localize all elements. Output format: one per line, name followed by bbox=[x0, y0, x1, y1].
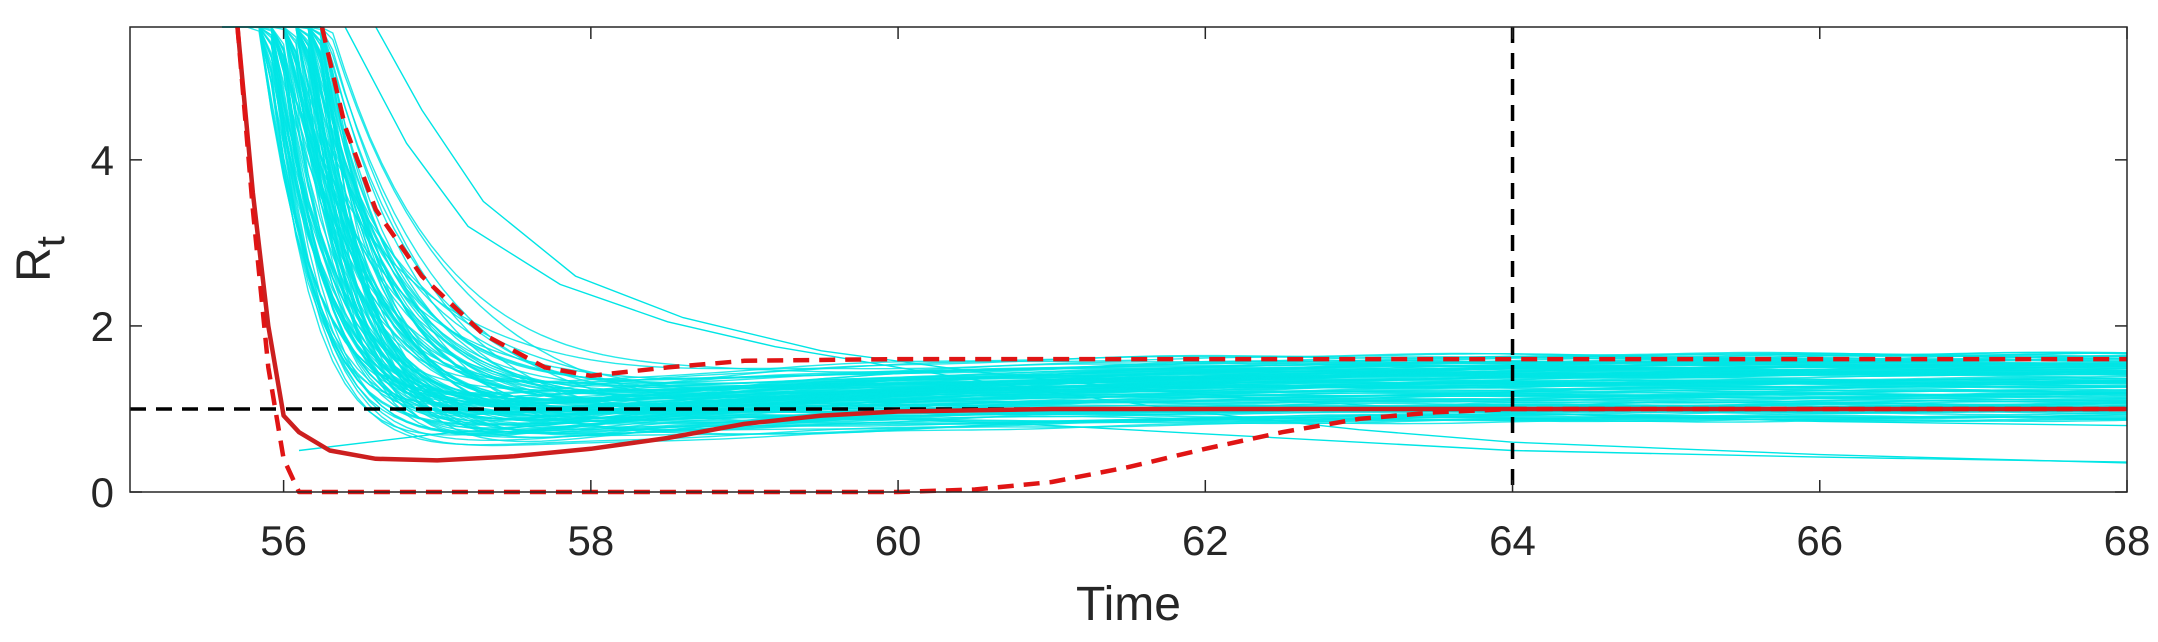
y-axis-label: Rt bbox=[8, 236, 73, 282]
sample-trajectory bbox=[222, 26, 2128, 414]
sample-trajectory-outlier bbox=[344, 26, 2128, 464]
sample-trajectory bbox=[222, 26, 2128, 408]
x-tick-label: 66 bbox=[1796, 517, 1843, 564]
sample-trajectory bbox=[222, 26, 2127, 447]
x-tick-label: 62 bbox=[1182, 517, 1229, 564]
x-axis-label: Time bbox=[1076, 578, 1181, 631]
sample-trajectory bbox=[222, 26, 2128, 408]
x-tick-label: 60 bbox=[875, 517, 922, 564]
sample-trajectory bbox=[222, 26, 2128, 397]
sample-trajectory bbox=[222, 26, 2128, 406]
y-tick-label: 0 bbox=[91, 469, 114, 516]
sample-trajectory bbox=[222, 26, 2128, 436]
sample-trajectory bbox=[222, 26, 2127, 384]
x-tick-label: 56 bbox=[260, 517, 307, 564]
mean-line bbox=[235, 26, 2127, 463]
sample-trajectory-outlier bbox=[298, 416, 2128, 463]
x-tick-label: 68 bbox=[2104, 517, 2151, 564]
sample-trajectory bbox=[222, 26, 2128, 418]
sample-trajectory bbox=[222, 26, 2128, 422]
x-tick-label: 58 bbox=[567, 517, 614, 564]
x-tick-label: 64 bbox=[1489, 517, 1536, 564]
sample-trajectory bbox=[222, 26, 2128, 420]
y-tick-label: 2 bbox=[91, 303, 114, 350]
plot-frame bbox=[129, 26, 2128, 493]
y-axis-label-main: R bbox=[8, 247, 61, 282]
sample-trajectory bbox=[222, 26, 2127, 415]
y-axis-label-subscript: t bbox=[29, 236, 73, 247]
summary-series bbox=[235, 26, 2127, 495]
axis-ticks: 56 58 60 62 64 66 68 0 2 4 bbox=[91, 27, 2151, 564]
sample-trajectory bbox=[222, 26, 2128, 398]
bound-line-2 bbox=[235, 26, 2127, 495]
y-tick-label: 4 bbox=[91, 137, 114, 184]
sample-trajectory bbox=[222, 26, 2128, 419]
